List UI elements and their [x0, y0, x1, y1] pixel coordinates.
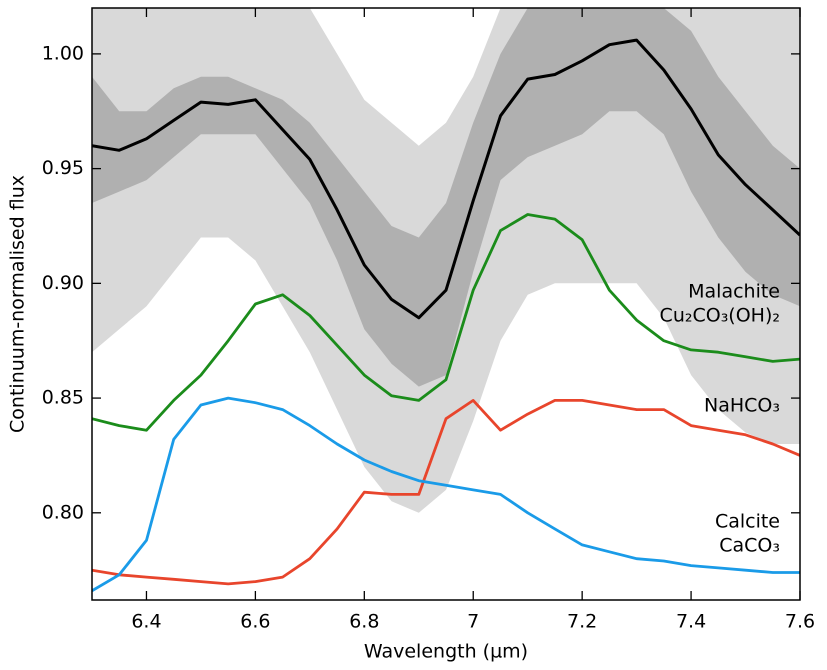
annotation: Malachite — [688, 281, 780, 303]
x-tick-label: 7.4 — [676, 611, 706, 633]
spectrum-line — [92, 38, 800, 320]
annotation: Cu₂CO₃(OH)₂ — [660, 305, 780, 327]
x-tick-label: 6.6 — [240, 611, 270, 633]
uncertainty-band — [92, 8, 800, 387]
y-tick-label: 0.85 — [42, 387, 84, 409]
y-tick-label: 1.00 — [42, 42, 84, 64]
x-tick-label: 6.4 — [131, 611, 161, 633]
spectrum-line — [92, 213, 800, 432]
spectrum-line — [92, 396, 800, 593]
annotation: Calcite — [715, 511, 780, 533]
x-tick-label: 7.6 — [785, 611, 815, 633]
y-tick-label: 0.95 — [42, 157, 84, 179]
annotation: NaHCO₃ — [704, 395, 780, 417]
x-tick-label: 7.2 — [567, 611, 597, 633]
y-axis-label: Continuum-normalised flux — [7, 175, 29, 433]
x-tick-label: 7 — [467, 611, 479, 633]
spectrum-line — [92, 399, 800, 586]
plot-frame — [91, 7, 801, 601]
x-axis-label: Wavelength (µm) — [364, 641, 528, 663]
annotation: CaCO₃ — [719, 535, 780, 557]
y-tick-label: 0.80 — [42, 501, 84, 523]
x-tick-label: 6.8 — [349, 611, 379, 633]
plot-area — [92, 8, 800, 593]
y-tick-label: 0.90 — [42, 272, 84, 294]
